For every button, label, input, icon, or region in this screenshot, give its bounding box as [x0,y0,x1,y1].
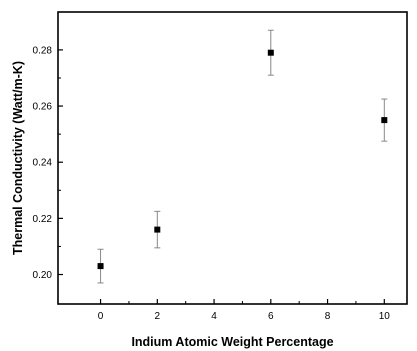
plot-area: 0 2 4 6 8 10 0.20 0.22 0.24 0.26 0.28 [33,11,408,322]
data-point [267,49,274,56]
x-tick-label: 6 [268,311,274,322]
x-tick-label: 8 [325,311,331,322]
y-tick-label: 0.24 [33,158,53,169]
plot-frame [57,11,408,305]
y-tick-label: 0.26 [33,102,53,113]
data-point [381,117,388,124]
y-tick-label: 0.20 [33,270,53,281]
y-axis-title: Thermal Conductivity (Watt/m-K) [11,61,25,255]
x-tick-label: 2 [155,311,161,322]
x-tick-label: 10 [379,311,391,322]
x-tick-label: 0 [98,311,104,322]
data-point [154,226,161,233]
y-tick-label: 0.28 [33,45,53,56]
x-axis-title: Indium Atomic Weight Percentage [131,335,333,349]
data-point [97,263,104,270]
y-tick-label: 0.22 [33,214,53,225]
x-tick-label: 4 [211,311,217,322]
